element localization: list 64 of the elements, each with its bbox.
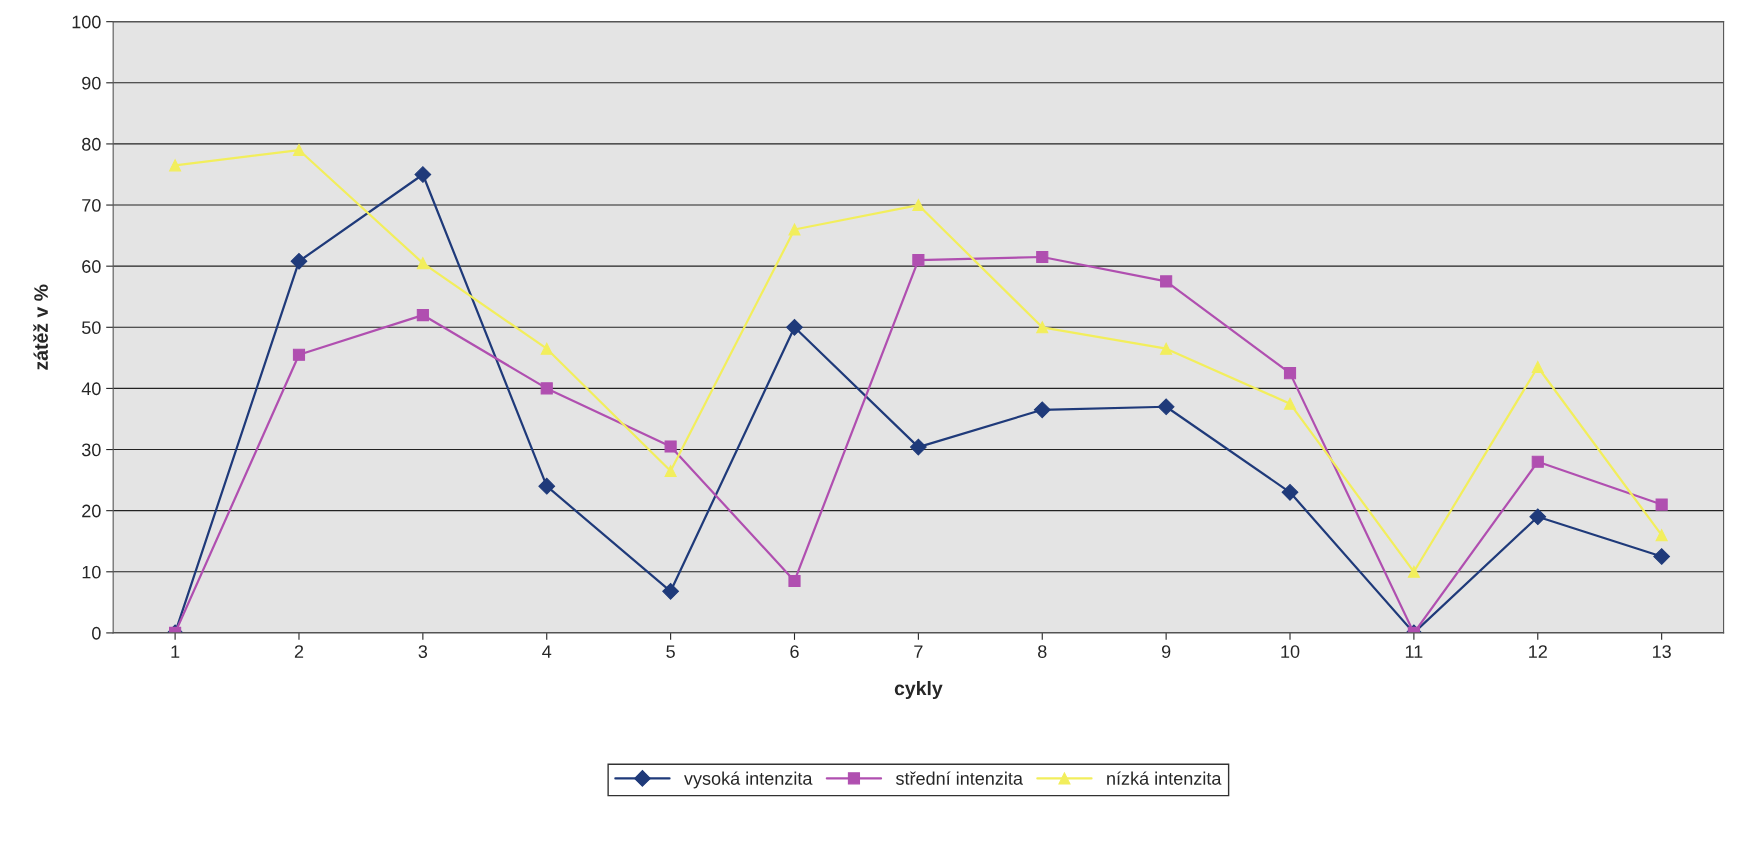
point — [788, 223, 801, 236]
y-axis-title: zátěž v % — [33, 284, 48, 370]
point — [912, 198, 925, 212]
x-tick-label: 10 — [1281, 645, 1300, 658]
point — [1281, 483, 1299, 501]
point — [416, 257, 429, 270]
x-tick-label: 12 — [1529, 645, 1547, 658]
x-tick-label: 8 — [1038, 645, 1047, 658]
y-tick-label: 40 — [81, 382, 101, 396]
y-tick-label: 60 — [82, 260, 101, 273]
point — [788, 574, 801, 588]
point — [786, 318, 803, 336]
point — [1407, 565, 1420, 578]
y-tick-label: 0 — [92, 626, 101, 640]
point — [1529, 508, 1547, 526]
y-tick-label: 30 — [81, 443, 101, 457]
point — [1036, 321, 1049, 334]
point — [292, 348, 306, 361]
point — [664, 440, 677, 453]
point — [664, 464, 677, 478]
point — [1653, 548, 1671, 565]
y-tick-label: 80 — [82, 137, 101, 151]
y-tick-label: 100 — [72, 15, 101, 29]
point — [1655, 498, 1668, 511]
y-tick-label: 90 — [82, 76, 101, 90]
point — [1283, 367, 1297, 380]
x-tick-label: 3 — [418, 645, 428, 658]
x-tick-label: 2 — [294, 645, 304, 658]
x-tick-label: 1 — [171, 645, 180, 658]
point — [1531, 360, 1544, 374]
point — [1036, 250, 1049, 264]
point — [1157, 398, 1175, 416]
x-tick-label: 5 — [666, 645, 675, 658]
y-tick-label: 70 — [82, 198, 101, 212]
point — [416, 308, 429, 322]
point — [538, 477, 556, 495]
point — [1283, 397, 1297, 410]
point — [1160, 275, 1173, 288]
y-tick-label: 50 — [82, 321, 101, 335]
x-tick-label: 7 — [914, 645, 923, 658]
legend-label: vysoká intenzita — [684, 771, 813, 789]
point — [169, 159, 182, 172]
point — [1531, 455, 1544, 468]
y-tick-label: 10 — [82, 565, 101, 579]
y-tick-label: 20 — [82, 504, 101, 518]
point — [1033, 401, 1051, 419]
point — [290, 252, 308, 270]
legend-label: střední intenzita — [895, 771, 1023, 785]
point — [910, 438, 927, 456]
point — [1160, 342, 1173, 355]
point — [912, 253, 925, 267]
point — [540, 382, 553, 395]
point — [292, 143, 306, 157]
x-tick-label: 11 — [1405, 645, 1423, 658]
point — [1655, 529, 1668, 542]
point — [662, 582, 679, 600]
x-tick-label: 9 — [1161, 645, 1171, 658]
x-tick-label: 13 — [1652, 645, 1671, 658]
legend-label: nízká intenzita — [1107, 771, 1222, 785]
point — [540, 342, 553, 355]
x-tick-label: 4 — [542, 645, 552, 658]
x-tick-label: 6 — [790, 645, 799, 658]
point — [414, 166, 432, 183]
x-axis-title: cykly — [894, 680, 943, 700]
